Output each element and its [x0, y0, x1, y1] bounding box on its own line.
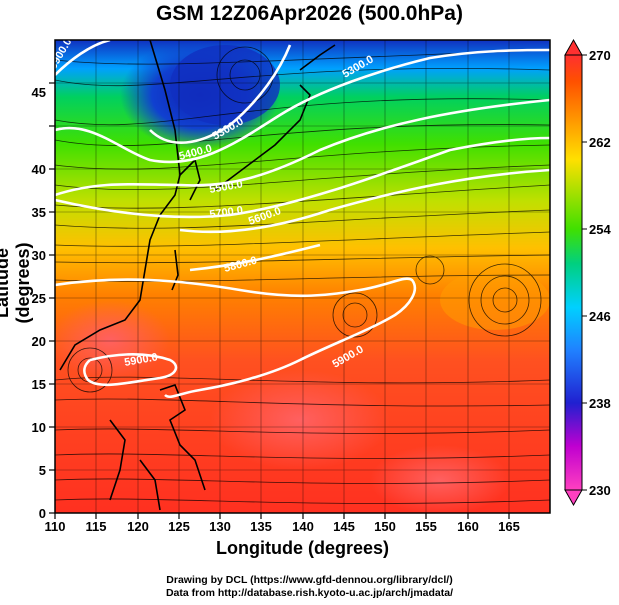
colorbar-top-arrow [564, 38, 583, 56]
x-tick-label: 115 [86, 519, 107, 534]
x-tick-label: 165 [498, 519, 520, 534]
y-tick-label: 45 [32, 85, 46, 100]
colorbar-bottom-arrow [564, 489, 583, 507]
x-axis-label: Longitude (degrees) [215, 538, 389, 558]
x-tick-label: 160 [457, 519, 479, 534]
streamlines [55, 46, 550, 504]
x-tick-label: 155 [415, 519, 437, 534]
credit-drawing: Drawing by DCL (https://www.gfd-dennou.o… [166, 574, 453, 586]
y-tick-label: 35 [32, 205, 46, 220]
contour-label: 5500.0 [208, 178, 243, 196]
y-tick-label: 30 [32, 248, 46, 263]
contour-label: 5900.0 [123, 351, 158, 369]
y-tick-label: 25 [32, 291, 46, 306]
colorbar-tick-label: 270 [589, 48, 611, 63]
x-tick-label: 135 [250, 519, 272, 534]
y-tick-label: 10 [32, 420, 46, 435]
y-tick-label: 5 [39, 463, 46, 478]
x-tick-label: 140 [292, 519, 314, 534]
y-tick-label: 15 [32, 377, 46, 392]
y-axis-label: Latitude (degrees) [0, 242, 33, 324]
y-tick-label: 0 [39, 506, 46, 521]
colorbar-tick-label: 262 [589, 135, 611, 150]
contour-label: 5700.0 [209, 204, 244, 221]
graticule [55, 40, 550, 513]
x-tick-label: 130 [209, 519, 231, 534]
y-ticks [49, 82, 55, 514]
x-tick-label: 120 [127, 519, 149, 534]
colorbar: 270 262 254 246 238 230 [564, 38, 611, 507]
colorbar-tick-label: 238 [589, 396, 611, 411]
x-tick-label: 125 [168, 519, 190, 534]
temperature-field: 5300.0 5300.0 5400.0 5500.0 5600.0 5700.… [55, 40, 550, 513]
y-tick-label: 20 [32, 334, 46, 349]
x-tick-label: 110 [45, 519, 66, 534]
colorbar-tick-label: 246 [589, 309, 611, 324]
coastlines [59, 40, 336, 511]
colorbar-scale [564, 54, 583, 491]
x-tick-label: 150 [374, 519, 396, 534]
credit-data: Data from http://database.rish.kyoto-u.a… [165, 587, 454, 599]
map-title: GSM 12Z06Apr2026 (500.0hPa) [156, 2, 463, 25]
colorbar-tick-label: 230 [589, 483, 611, 498]
x-ticks [54, 513, 510, 519]
credits: Drawing by DCL (https://www.gfd-dennou.o… [0, 574, 619, 600]
y-tick-labels: 0 5 10 15 20 25 30 35 40 45 [32, 85, 46, 521]
x-tick-labels: 110 115 120 125 130 135 140 145 150 155 … [45, 519, 520, 534]
y-tick-label: 40 [32, 162, 46, 177]
height-contours [55, 40, 550, 399]
x-tick-label: 145 [333, 519, 355, 534]
colorbar-tick-label: 254 [589, 222, 611, 237]
